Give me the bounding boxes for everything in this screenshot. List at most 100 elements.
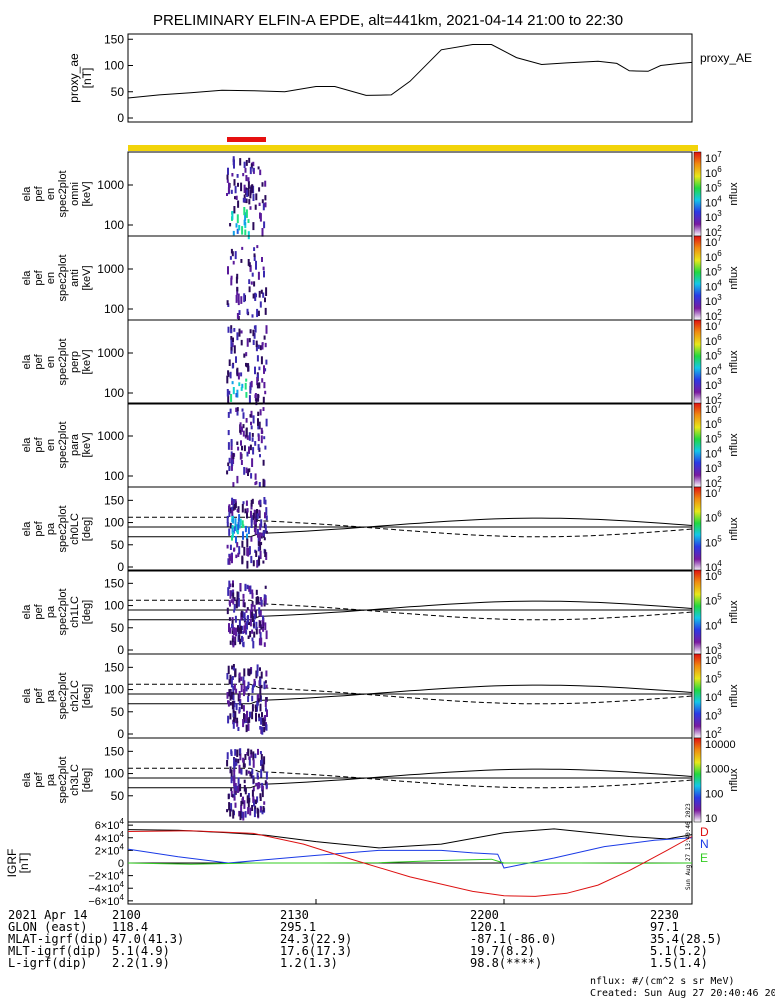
flux-pixel [249, 619, 252, 627]
igrf-n-line [127, 837, 693, 869]
spectrogram-panel: 150 100 50 0 ela pef pa spec2plot ch2LC [deg] 106 1… [21, 652, 740, 741]
flux-pixel [251, 711, 254, 720]
flux-pixel [246, 711, 248, 716]
flux-pixel [251, 704, 254, 712]
flux-pixel [240, 296, 243, 304]
flux-pixel [234, 251, 237, 260]
flux-pixel [252, 641, 255, 649]
flux-pixel [260, 541, 263, 546]
flux-pixel [262, 764, 265, 772]
flux-pixel [237, 446, 240, 451]
flux-pixel [237, 552, 240, 557]
flux-pixel [260, 671, 263, 679]
footer-value: 5.1(5.2) [650, 944, 708, 958]
flux-pixel [264, 780, 267, 786]
loss-cone-line [128, 768, 693, 789]
igrf-tick-label: 6×104 [95, 817, 125, 832]
panel-ylabel-part: pef [33, 185, 45, 201]
flux-pixel [253, 528, 256, 533]
colorbar [693, 569, 702, 655]
yellow-status-bar [128, 145, 698, 151]
flux-pixel [229, 371, 232, 379]
flux-pixel [252, 161, 255, 167]
flux-pixel [229, 507, 232, 514]
flux-pixel [238, 810, 241, 817]
flux-pixel [247, 718, 250, 724]
created-timestamp: Created: Sun Aug 27 20:40:46 2023 [590, 988, 775, 999]
colorbar-tick-label: 103 [705, 708, 722, 723]
panel-ylabel-part: spec2plot [57, 170, 69, 217]
flux-pixel [242, 614, 245, 619]
flux-pixel [263, 382, 266, 389]
panel-tick-label: 150 [104, 744, 124, 758]
flux-pixel [265, 630, 268, 640]
flux-pixel [231, 638, 234, 646]
colorbar-tick-label: 105 [705, 593, 722, 608]
flux-pixel [247, 219, 250, 223]
flux-pixel [246, 308, 249, 315]
footer-value: 98.8(****) [470, 956, 543, 970]
flux-pixel [243, 184, 246, 194]
flux-pixel [227, 665, 230, 674]
flux-pixel [226, 692, 229, 699]
flux-pixel [238, 310, 241, 315]
footer-value: 295.1 [280, 920, 317, 934]
flux-pixel [261, 342, 264, 350]
flux-pixel [228, 617, 231, 621]
panel-tick-label: 1000 [97, 346, 124, 360]
flux-pixel [243, 779, 246, 784]
panel-ylabel-part: para [69, 433, 81, 456]
flux-pixel [232, 230, 235, 236]
flux-pixel [258, 638, 261, 646]
flux-pixel [251, 589, 254, 594]
flux-pixel [228, 457, 231, 464]
footer-value: 2130 [280, 908, 309, 922]
flux-pixel [236, 332, 239, 341]
flux-pixel [258, 509, 261, 517]
flux-pixel [263, 436, 266, 440]
colorbar-tick-label: 1000 [705, 764, 729, 776]
flux-pixel [226, 544, 229, 549]
flux-pixel [250, 603, 253, 612]
flux-pixel [231, 676, 234, 680]
flux-pixel [247, 231, 250, 240]
flux-pixel [234, 196, 236, 200]
panel-tick-label: 50 [111, 789, 125, 803]
igrf-ylabel: IGRF [5, 849, 19, 878]
spectrogram-data [226, 497, 268, 569]
panel-ylabel-part: [deg] [81, 684, 93, 708]
flux-pixel [242, 759, 245, 768]
flux-pixel [260, 435, 263, 444]
flux-pixel [227, 442, 230, 450]
panel-tick-label: 100 [104, 302, 124, 316]
flux-pixel [255, 398, 258, 406]
colorbar-tick-label: 104 [705, 689, 722, 704]
flux-pixel [249, 444, 252, 451]
flux-pixel [230, 803, 233, 812]
flux-pixel [232, 592, 235, 599]
flux-pixel [253, 801, 256, 807]
colorbar-tick-label: 104 [705, 194, 722, 209]
flux-pixel [262, 560, 265, 564]
flux-pixel [260, 760, 262, 766]
flux-pixel [240, 703, 243, 710]
flux-pixel [240, 800, 243, 806]
flux-pixel [246, 795, 249, 804]
flux-pixel [227, 326, 230, 333]
spectrogram-data [226, 156, 267, 240]
flux-pixel [253, 247, 256, 251]
flux-pixel [244, 811, 247, 818]
panel-tick-label: 1000 [97, 429, 124, 443]
flux-pixel [258, 202, 261, 206]
anti-loss-cone-line [128, 599, 693, 621]
flux-pixel [243, 602, 246, 608]
panel-ylabel-part: pef [33, 771, 45, 787]
colorbar-label: nflux [728, 600, 740, 624]
flux-pixel [245, 500, 248, 506]
flux-pixel [235, 524, 238, 533]
panel-ylabel-part: pef [33, 687, 45, 703]
flux-pixel [250, 510, 252, 518]
colorbar [693, 486, 702, 572]
flux-pixel [228, 679, 231, 685]
flux-pixel [232, 337, 234, 343]
